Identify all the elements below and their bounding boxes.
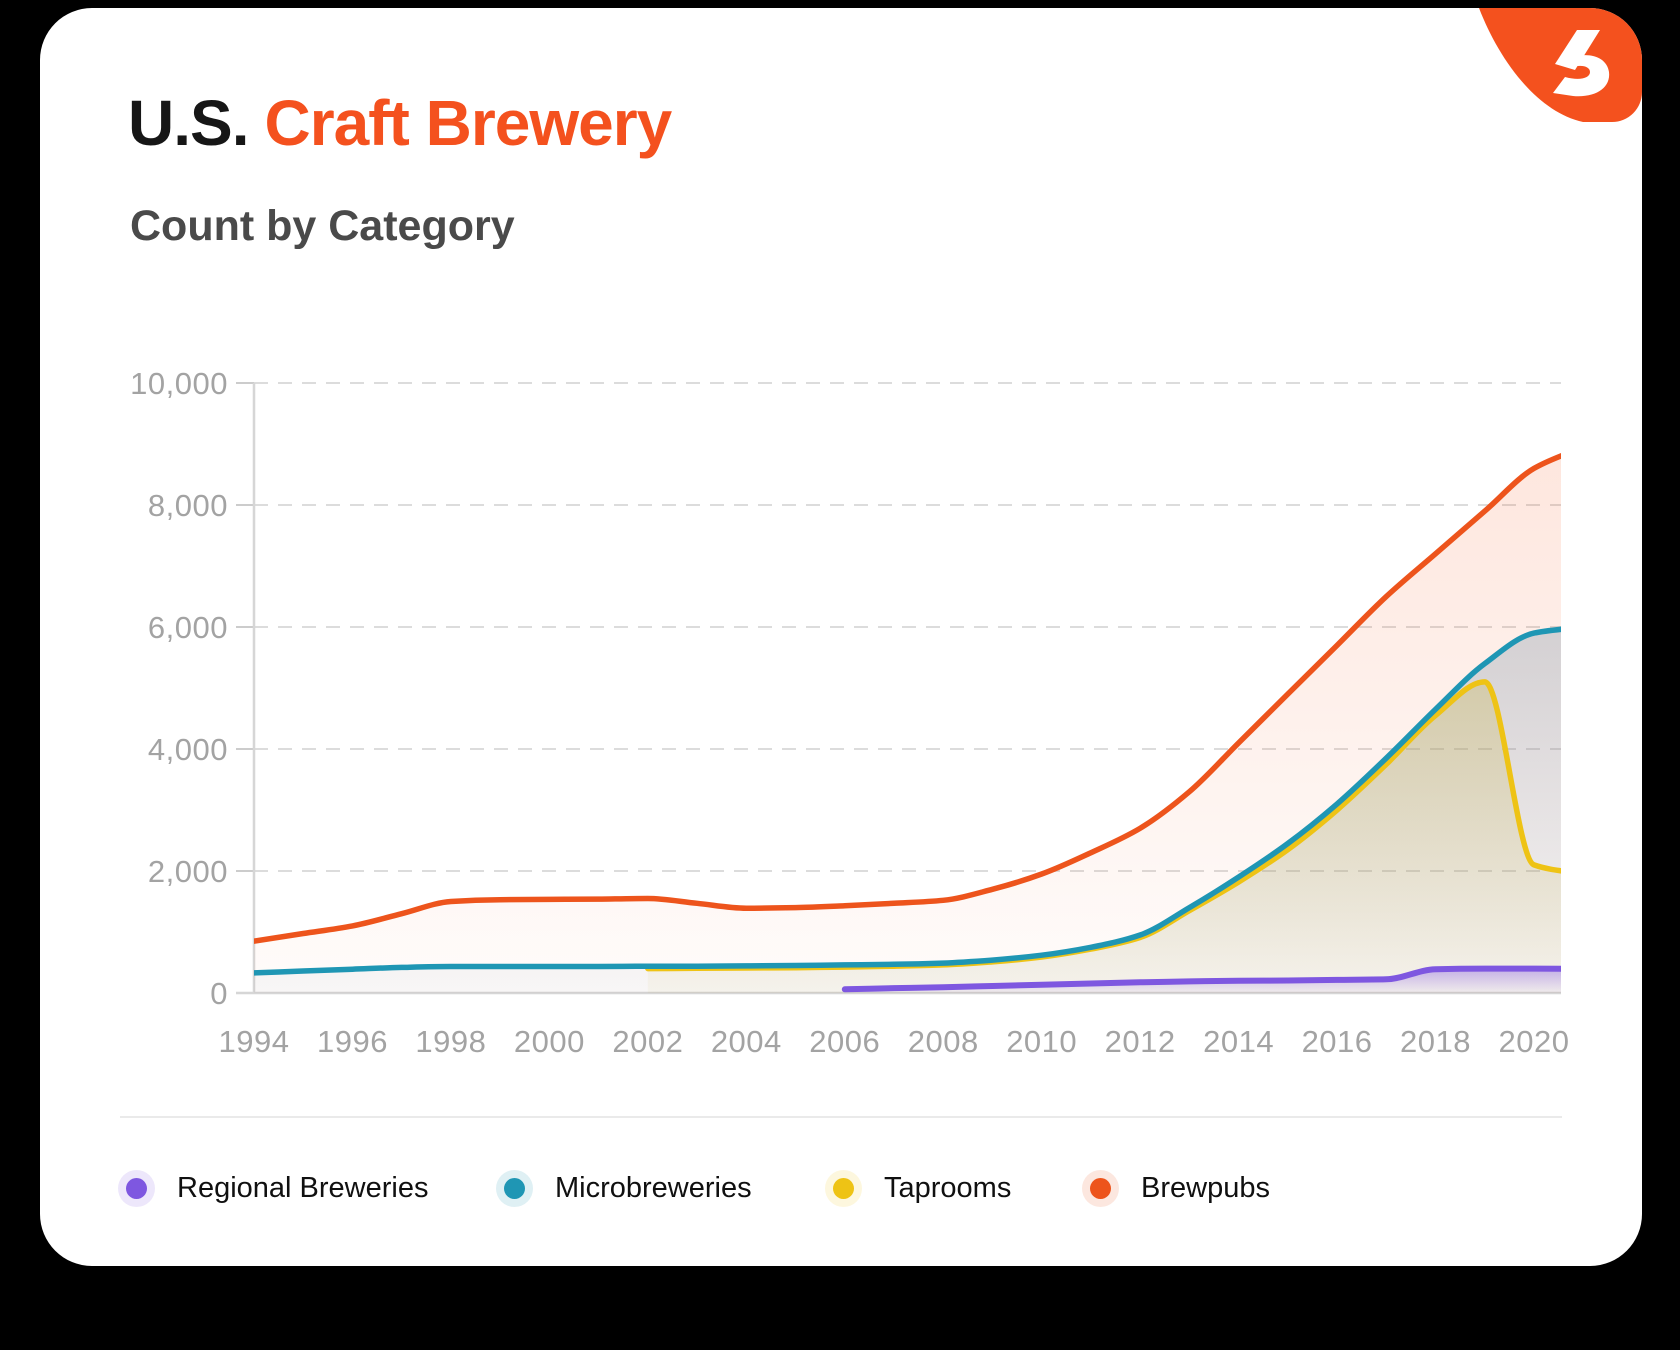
svg-text:2,000: 2,000 (148, 854, 228, 889)
legend-dot-regional (126, 1177, 147, 1199)
area-taprooms (647, 681, 1561, 993)
line-brewpubs (254, 452, 1561, 944)
legend-dot-microbreweries (504, 1177, 525, 1199)
svg-text:6,000: 6,000 (148, 610, 228, 645)
legend-dot-taprooms (833, 1177, 854, 1199)
svg-text:1994: 1994 (219, 1024, 290, 1059)
svg-text:1996: 1996 (317, 1024, 388, 1059)
line-regional-breweries (841, 965, 1561, 993)
legend-divider (120, 1116, 1562, 1118)
svg-text:0: 0 (210, 976, 228, 1011)
x-axis-labels: 1994 1996 1998 2000 2002 2004 2006 2008 2010 2012… (219, 1024, 1569, 1059)
infographic-card: U.S. Craft Brewery Count by Category 0 2,0… (40, 8, 1642, 1266)
area-brewpubs (254, 455, 1561, 993)
brand-badge (1479, 8, 1642, 122)
craft-brewery-area-chart: 0 2,000 4,000 6,000 8,000 10,000 1994 1996 1998 2… (130, 366, 1569, 1059)
legend-item-microbreweries: Microbreweries (504, 1166, 752, 1210)
legend-label: Brewpubs (1141, 1171, 1270, 1204)
legend-item-regional-breweries: Regional Breweries (126, 1166, 428, 1210)
svg-text:2000: 2000 (514, 1024, 585, 1059)
page-subtitle: Count by Category (130, 202, 515, 250)
svg-text:4,000: 4,000 (148, 732, 228, 767)
title-accent: Craft Brewery (264, 87, 672, 159)
svg-text:8,000: 8,000 (148, 488, 228, 523)
line-microbreweries (254, 626, 1561, 976)
svg-text:2018: 2018 (1400, 1024, 1471, 1059)
legend-item-brewpubs: Brewpubs (1090, 1166, 1270, 1210)
legend-label: Microbreweries (555, 1171, 752, 1204)
page-title: U.S. Craft Brewery (128, 86, 672, 160)
y-axis-labels: 0 2,000 4,000 6,000 8,000 10,000 (130, 366, 228, 1011)
svg-text:2008: 2008 (908, 1024, 979, 1059)
svg-text:2014: 2014 (1203, 1024, 1274, 1059)
svg-text:2012: 2012 (1105, 1024, 1176, 1059)
legend-dot-brewpubs (1090, 1177, 1111, 1199)
legend-label: Regional Breweries (177, 1171, 429, 1204)
svg-text:2016: 2016 (1302, 1024, 1373, 1059)
brand-logo-b (1553, 30, 1610, 97)
series-areas (254, 455, 1561, 993)
svg-text:2006: 2006 (809, 1024, 880, 1059)
svg-text:10,000: 10,000 (130, 366, 228, 401)
svg-text:2004: 2004 (711, 1024, 782, 1059)
legend-label: Taprooms (884, 1171, 1012, 1204)
series-lines (254, 452, 1561, 993)
legend-item-taprooms: Taprooms (833, 1166, 1011, 1210)
title-prefix: U.S. (128, 87, 249, 159)
svg-text:1998: 1998 (415, 1024, 486, 1059)
svg-text:2010: 2010 (1006, 1024, 1077, 1059)
svg-text:2020: 2020 (1498, 1024, 1569, 1059)
svg-text:2002: 2002 (612, 1024, 683, 1059)
